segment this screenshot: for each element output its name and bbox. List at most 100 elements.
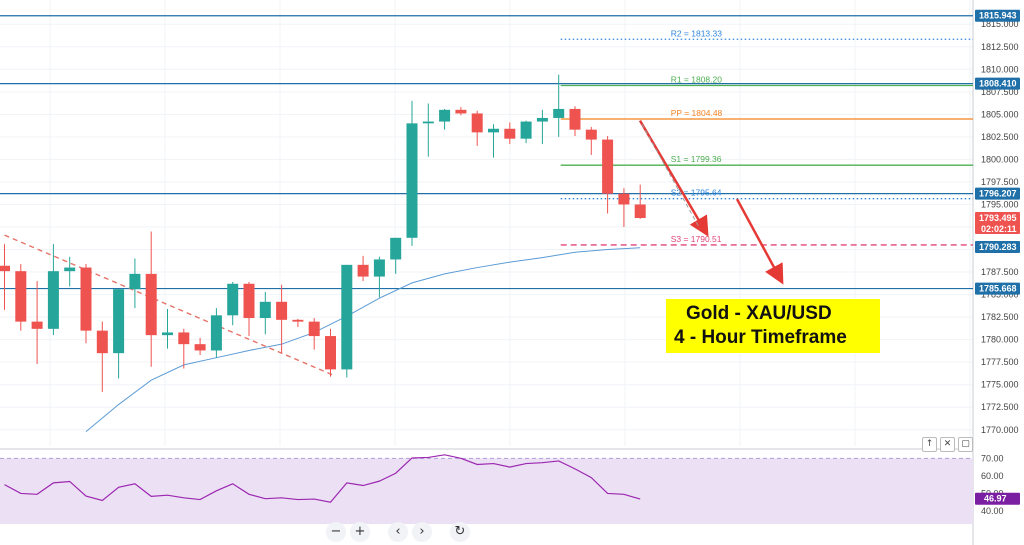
chart-subtitle: 4 - Hour Timeframe — [674, 327, 847, 348]
tag-1815: 1815.943 — [975, 9, 1020, 22]
candle — [0, 244, 10, 310]
zoom-out-button[interactable]: − — [326, 522, 346, 542]
arrow-guide — [641, 124, 701, 230]
candle-body — [113, 289, 125, 354]
price-tick-label: 1787.500 — [981, 267, 1019, 277]
candle-body — [276, 301, 288, 320]
candle — [618, 188, 630, 227]
candle — [308, 318, 320, 350]
candle-body — [585, 129, 597, 140]
candle — [569, 106, 581, 136]
moving-average — [85, 247, 641, 432]
candle — [276, 284, 288, 354]
candle — [488, 124, 499, 158]
down-arrow-1 — [638, 120, 709, 237]
candle-body — [357, 264, 369, 277]
tag-1790-bg — [975, 240, 1020, 253]
pivot-s1-label: S1 = 1799.36 — [671, 154, 722, 164]
candle-body — [455, 109, 467, 114]
candle-body — [390, 237, 402, 260]
tag-current-value: 1793.495 — [979, 213, 1017, 223]
candle — [536, 109, 548, 145]
candle-body — [308, 321, 320, 337]
candle-body — [553, 108, 565, 118]
zoom-in-button[interactable]: + — [350, 522, 370, 542]
tag-rsi-current: 46.97 — [975, 492, 1020, 505]
candle — [455, 107, 467, 116]
candle — [96, 321, 108, 392]
candle-body — [569, 108, 581, 130]
price-tick-label: 1782.500 — [981, 312, 1019, 322]
rsi-band — [0, 458, 973, 524]
candle-body — [162, 332, 173, 336]
tag-current-bg — [975, 212, 1020, 235]
price-tick-label: 1815.000 — [981, 19, 1019, 29]
reset-chart-button[interactable]: ↻ — [450, 522, 470, 542]
candle-body — [129, 273, 141, 290]
move-up-icon[interactable]: ↑ — [922, 437, 937, 452]
candle — [602, 135, 614, 214]
scroll-right-button[interactable]: › — [412, 522, 432, 542]
candle-body — [488, 128, 499, 133]
candle — [194, 337, 206, 355]
candle — [373, 256, 385, 298]
horizontal-levels — [0, 15, 973, 290]
price-tick-label: 1810.000 — [981, 64, 1019, 74]
candle-body — [145, 273, 157, 336]
candle — [406, 100, 418, 246]
tag-1785-value: 1785.668 — [979, 284, 1017, 294]
price-tick-label: 1785.000 — [981, 290, 1019, 300]
close-pane-icon[interactable]: ✕ — [940, 437, 955, 452]
candle — [15, 263, 27, 331]
price-axis[interactable]: 1770.000 1772.500 1775.000 1777.500 1780.000… — [981, 19, 1019, 516]
price-tick-label: 1800.000 — [981, 154, 1019, 164]
rsi-tick-label: 60.00 — [981, 471, 1004, 481]
candle-body — [292, 319, 304, 322]
scroll-left-button[interactable]: ‹ — [388, 522, 408, 542]
candle-body — [178, 332, 190, 345]
candle — [325, 328, 336, 377]
maximize-pane-icon[interactable]: ▢ — [958, 437, 973, 452]
direction-arrows — [638, 120, 784, 285]
pivot-s3-label: S3 = 1790.51 — [671, 234, 722, 244]
pivot-pp-label: PP = 1804.48 — [671, 108, 723, 118]
tag-1796-bg — [975, 187, 1020, 200]
candle — [553, 74, 565, 137]
ma-line — [85, 247, 641, 432]
candle — [357, 255, 369, 282]
candle — [259, 291, 271, 335]
price-tick-label: 1797.500 — [981, 177, 1019, 187]
pivot-levels: R2 = 1813.33 R1 = 1808.20 PP = 1804.48 S1 =… — [560, 28, 973, 246]
candles — [0, 74, 646, 392]
candle-body — [210, 315, 222, 351]
candle-body — [15, 271, 27, 322]
pivot-r1-label: R1 = 1808.20 — [671, 75, 723, 85]
candle-body — [31, 321, 43, 329]
candle-body — [618, 193, 630, 205]
tag-1815-value: 1815.943 — [979, 11, 1017, 21]
candle-body — [471, 113, 483, 133]
chart-title: Gold - XAU/USD — [686, 303, 832, 324]
candle-body — [341, 264, 353, 370]
price-tick-label: 1777.500 — [981, 357, 1019, 367]
tag-1808-bg — [975, 77, 1020, 90]
tag-rsi-bg — [975, 492, 1020, 505]
tag-rsi-value: 46.97 — [984, 494, 1007, 504]
price-tick-label: 1780.000 — [981, 335, 1019, 345]
candle-body — [520, 121, 532, 139]
candle-body — [259, 301, 271, 319]
trendline — [4, 234, 335, 377]
tag-1796: 1796.207 — [975, 187, 1020, 200]
candle — [520, 120, 532, 144]
price-tick-label: 1775.000 — [981, 380, 1019, 390]
candle — [390, 237, 402, 274]
candle — [422, 103, 434, 157]
rsi-tick-label: 40.00 — [981, 506, 1004, 516]
price-tick-label: 1812.500 — [981, 42, 1019, 52]
candle — [113, 289, 125, 379]
price-tick-label: 1805.000 — [981, 109, 1019, 119]
candle — [227, 281, 239, 326]
tag-1790: 1790.283 — [975, 240, 1020, 253]
candle — [341, 264, 353, 378]
